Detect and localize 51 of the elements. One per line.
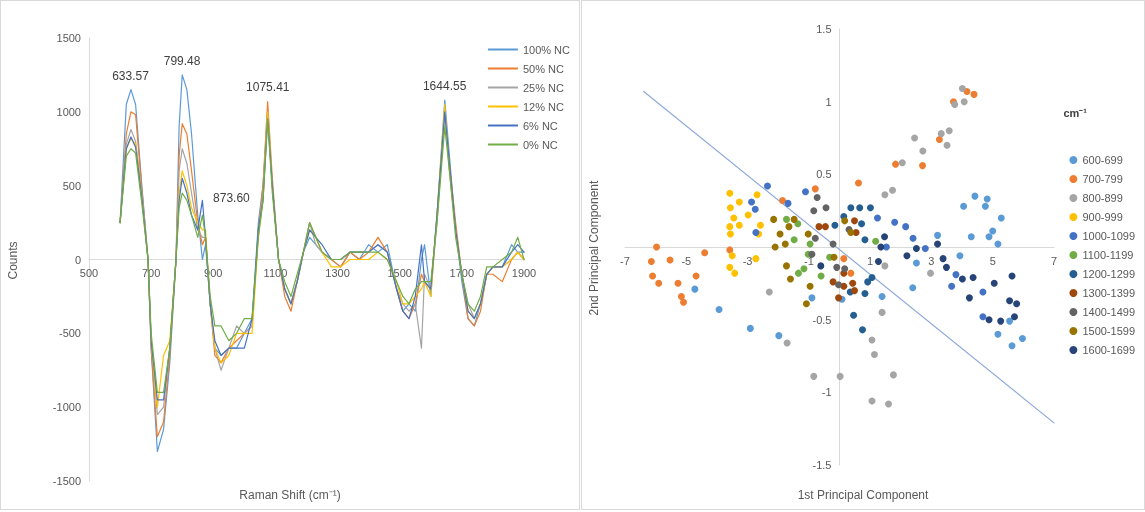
legend-label: 1000-1099: [1082, 230, 1135, 242]
x-axis-title: Raman Shift (cm⁻¹): [239, 488, 341, 502]
x-tick-label: 1: [867, 254, 874, 267]
annotation: 1075.41: [246, 80, 290, 95]
x-tick-label: 1900: [511, 267, 537, 279]
y-tick-label: 1.5: [816, 23, 832, 35]
annotation: 633.57: [112, 68, 150, 83]
y-tick-label: 0: [74, 253, 81, 266]
legend-label: 1600-1699: [1082, 344, 1135, 356]
legend-label: 1500-1599: [1082, 325, 1135, 337]
legend-label: 100% NC: [522, 43, 571, 56]
y-tick-label: -1.5: [812, 459, 832, 471]
x-tick-label: 500: [79, 267, 99, 279]
legend-label: 1200-1299: [1082, 268, 1135, 280]
y-axis-title: 2nd Principal Component: [587, 179, 601, 316]
legend-label: 700-799: [1082, 173, 1123, 185]
legend-label: 600-699: [1082, 154, 1123, 166]
legend-label: 12% NC: [522, 100, 564, 113]
x-tick-label: -7: [620, 254, 630, 267]
legend-label: 1300-1399: [1082, 287, 1135, 299]
x-tick-label: -3: [742, 254, 753, 267]
y-tick-label: 1: [825, 95, 832, 108]
y-tick-label: -0.5: [812, 313, 832, 326]
x-tick-label: 1300: [325, 267, 350, 279]
x-axis-title: 1st Principal Component: [797, 488, 930, 502]
x-tick-label: -1: [803, 254, 814, 267]
y-tick-label: 500: [62, 179, 81, 192]
x-tick-label: 3: [928, 254, 935, 267]
annotation: 1644.55: [422, 79, 467, 94]
legend-label: 1400-1499: [1082, 306, 1135, 318]
annotation: 799.48: [163, 53, 201, 68]
x-tick-label: -5: [681, 254, 692, 267]
legend-label: 900-999: [1082, 211, 1123, 223]
legend-title: cm⁻¹: [1063, 106, 1088, 119]
legend-label: 1100-1199: [1082, 249, 1134, 261]
y-tick-label: -1500: [52, 475, 81, 487]
x-tick-label: 5: [989, 254, 996, 267]
legend-label: 800-899: [1082, 192, 1123, 204]
legend-label: 6% NC: [522, 119, 558, 132]
y-tick-label: 0.5: [816, 168, 832, 181]
y-tick-label: -1000: [52, 401, 81, 414]
x-tick-label: 7: [1050, 254, 1058, 267]
y-axis-title: Counts: [6, 241, 20, 280]
y-tick-label: -1: [821, 386, 832, 399]
y-tick-label: 1500: [56, 32, 81, 44]
legend-label: 25% NC: [522, 81, 564, 94]
y-tick-label: 1000: [56, 105, 81, 118]
legend-label: 0% NC: [522, 138, 558, 151]
annotation: 873.60: [213, 191, 251, 206]
legend-label: 50% NC: [522, 62, 564, 75]
y-tick-label: -500: [58, 327, 81, 340]
